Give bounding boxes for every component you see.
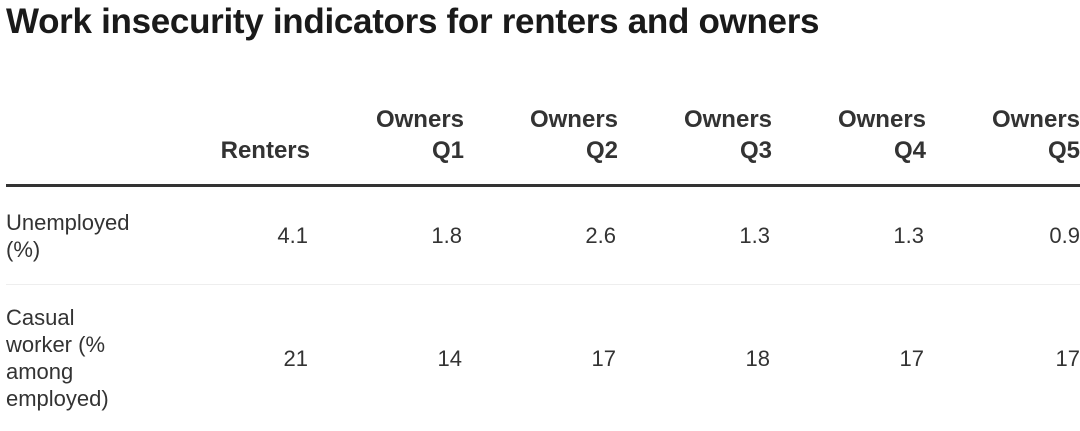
cell-unemployed-owners-q3: 1.3 — [618, 186, 772, 285]
cell-casual-owners-q5: 17 — [926, 285, 1080, 431]
cell-unemployed-renters: 4.1 — [156, 186, 310, 285]
header-cell-owners-q1: Owners Q1 — [310, 96, 464, 186]
row-label-unemployed-line2: (%) — [6, 237, 40, 262]
header-owners-q5-line2: Q5 — [1048, 135, 1080, 166]
header-owners-q3-line1: Owners — [684, 104, 772, 135]
header-owners-q1-line2: Q1 — [432, 135, 464, 166]
row-label-unemployed-line1: Unemployed — [6, 210, 130, 235]
header-owners-q4-line1: Owners — [838, 104, 926, 135]
cell-casual-renters: 21 — [156, 285, 310, 431]
header-cell-owners-q4: Owners Q4 — [772, 96, 926, 186]
cell-casual-owners-q4: 17 — [772, 285, 926, 431]
header-cell-owners-q5: Owners Q5 — [926, 96, 1080, 186]
row-label-casual-worker: Casual worker (% among employed) — [6, 285, 156, 431]
cell-casual-owners-q1: 14 — [310, 285, 464, 431]
header-cell-renters: Renters — [156, 96, 310, 186]
header-cell-row-label — [6, 96, 156, 186]
header-cell-owners-q2: Owners Q2 — [464, 96, 618, 186]
header-owners-q2-line1: Owners — [530, 104, 618, 135]
cell-unemployed-owners-q2: 2.6 — [464, 186, 618, 285]
cell-unemployed-owners-q1: 1.8 — [310, 186, 464, 285]
table-header-row: Renters Owners Q1 Owners Q2 Owners Q3 Ow… — [6, 96, 1080, 186]
table-row-unemployed: Unemployed (%) 4.1 1.8 2.6 1.3 1.3 0.9 — [6, 186, 1080, 285]
row-label-casual-line2: worker (% — [6, 332, 105, 357]
header-cell-owners-q3: Owners Q3 — [618, 96, 772, 186]
header-cell-renters-line1: Renters — [221, 135, 310, 166]
header-owners-q5-line1: Owners — [992, 104, 1080, 135]
cell-unemployed-owners-q4: 1.3 — [772, 186, 926, 285]
row-label-unemployed: Unemployed (%) — [6, 186, 156, 285]
header-owners-q3-line2: Q3 — [740, 135, 772, 166]
cell-casual-owners-q3: 18 — [618, 285, 772, 431]
table-row-casual-worker: Casual worker (% among employed) 21 14 1… — [6, 285, 1080, 431]
header-owners-q2-line2: Q2 — [586, 135, 618, 166]
row-label-casual-line3: among — [6, 359, 73, 384]
data-table: Renters Owners Q1 Owners Q2 Owners Q3 Ow… — [6, 96, 1080, 431]
chart-title: Work insecurity indicators for renters a… — [6, 2, 819, 42]
header-owners-q1-line1: Owners — [376, 104, 464, 135]
header-owners-q4-line2: Q4 — [894, 135, 926, 166]
cell-unemployed-owners-q5: 0.9 — [926, 186, 1080, 285]
row-label-casual-line4: employed) — [6, 386, 109, 411]
row-label-casual-line1: Casual — [6, 305, 74, 330]
cell-casual-owners-q2: 17 — [464, 285, 618, 431]
